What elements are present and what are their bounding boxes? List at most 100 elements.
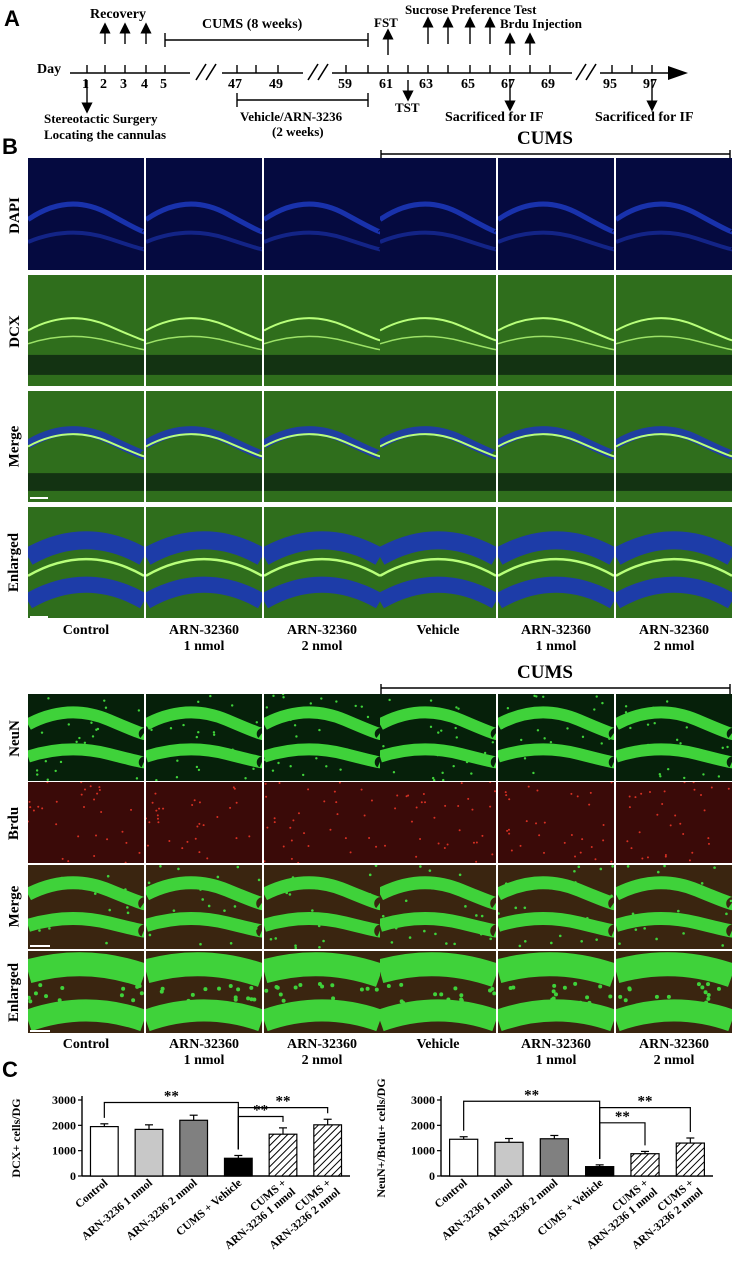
y-axis-label: DCX+ cells/DG xyxy=(9,1098,23,1177)
micrograph-enl1-group-2 xyxy=(146,507,262,618)
significance-marker: ** xyxy=(253,1102,268,1118)
group-label-line1: ARN-32360 xyxy=(639,623,709,638)
group-label-line1: Control xyxy=(62,623,110,638)
micrograph-enl1-group-5 xyxy=(498,507,614,618)
row-label-merge: Merge xyxy=(6,425,23,467)
recovery-arrows xyxy=(99,22,152,44)
group-label-5: ARN-32360 1 nmol xyxy=(497,1037,615,1069)
group-label-line2: 1 nmol xyxy=(183,1053,225,1068)
micrograph-neun-group-5 xyxy=(498,694,614,781)
test-arrows-up xyxy=(382,16,536,55)
test-arrows-down xyxy=(81,80,658,114)
scale-bar xyxy=(30,945,50,947)
tick-label-day-5: 5 xyxy=(160,77,167,92)
timeline-diagram xyxy=(70,16,688,114)
micrograph-merge2-group-1 xyxy=(28,865,144,949)
significance-marker: ** xyxy=(276,1094,291,1110)
significance-marker: ** xyxy=(524,1087,539,1103)
micrograph-brdu-group-5 xyxy=(498,782,614,863)
sacrificed-label-2: Sacrificed for IF xyxy=(595,110,694,125)
micrograph-merge2-group-6 xyxy=(616,865,732,949)
bar-chart-neun-brdu: 0 1000 2000 3000 NeuN+/Brdu+ cells/DG Control… xyxy=(374,1078,713,1252)
vehicle-bracket xyxy=(236,93,369,107)
micrograph-enl1-group-4 xyxy=(380,507,496,618)
micrograph-enl2-group-3 xyxy=(264,951,380,1033)
surgery-label: Stereotactic Surgery xyxy=(44,111,158,126)
x-tick-label: Control xyxy=(73,1177,110,1211)
tick-label-day-95: 95 xyxy=(603,77,617,92)
micrograph-merge1-group-5 xyxy=(498,391,614,502)
y-tick-label: 0 xyxy=(70,1169,76,1183)
micrograph-neun-group-4 xyxy=(380,694,496,781)
y-tick-label: 1000 xyxy=(411,1144,435,1158)
group-label-4: Vehicle xyxy=(379,1037,497,1053)
significance-bracket xyxy=(237,1115,284,1150)
bar xyxy=(268,1133,298,1177)
y-tick-label: 0 xyxy=(429,1169,435,1183)
group-label-4: Vehicle xyxy=(379,623,497,639)
micrograph-neun-group-6 xyxy=(616,694,732,781)
cums-header-bracket-mid xyxy=(380,684,731,694)
micrograph-dcx-group-1 xyxy=(28,275,144,386)
significance-marker: ** xyxy=(615,1109,630,1125)
group-label-3: ARN-32360 2 nmol xyxy=(263,623,381,655)
tick-label-day-97: 97 xyxy=(643,77,657,92)
micrograph-neun-group-1 xyxy=(28,694,144,781)
y-tick-label: 1000 xyxy=(52,1144,76,1158)
tick-label-day-1: 1 xyxy=(82,77,89,92)
two-weeks-label: (2 weeks) xyxy=(272,124,324,139)
significance-bracket xyxy=(599,1122,646,1159)
micrograph-enl2-group-5 xyxy=(498,951,614,1033)
significance-marker: ** xyxy=(164,1089,179,1105)
micrograph-brdu-group-2 xyxy=(146,782,262,863)
micrograph-merge1-group-4 xyxy=(380,391,496,502)
tick-label-day-47: 47 xyxy=(228,77,242,92)
y-tick-label: 2000 xyxy=(411,1118,435,1132)
row-label-neun: NeuN xyxy=(6,719,23,757)
micrograph-merge1-group-2 xyxy=(146,391,262,502)
micrograph-dcx-group-2 xyxy=(146,275,262,386)
group-label-6: ARN-32360 2 nmol xyxy=(615,623,733,655)
micrograph-dcx-group-5 xyxy=(498,275,614,386)
group-label-5: ARN-32360 1 nmol xyxy=(497,623,615,655)
micrograph-enl1-group-3 xyxy=(264,507,380,618)
group-label-line2: 1 nmol xyxy=(535,639,577,654)
panel-label-a: A xyxy=(4,6,20,31)
tick-label-day-59: 59 xyxy=(338,77,352,92)
brdu-injection-label: Brdu Injection xyxy=(500,16,582,31)
group-label-line2: 2 nmol xyxy=(301,639,343,654)
tick-label-day-69: 69 xyxy=(541,77,555,92)
group-label-line2: 1 nmol xyxy=(535,1053,577,1068)
tick-label-day-67: 67 xyxy=(501,77,515,92)
row-label-dapi: DAPI xyxy=(6,196,23,234)
group-label-line2: 2 nmol xyxy=(653,1053,695,1068)
sacrificed-label-1: Sacrificed for IF xyxy=(445,110,544,125)
micrograph-brdu-group-3 xyxy=(264,782,380,863)
bar xyxy=(89,1125,119,1177)
scale-bar xyxy=(30,497,48,499)
tick-label-day-49: 49 xyxy=(269,77,283,92)
y-tick-label: 3000 xyxy=(411,1093,435,1107)
bar xyxy=(585,1166,615,1177)
sucrose-preference-label: Sucrose Preference Test xyxy=(405,2,537,17)
group-label-6: ARN-32360 2 nmol xyxy=(615,1037,733,1069)
bar xyxy=(675,1142,705,1177)
micrograph-dapi-group-2 xyxy=(146,158,262,270)
micrograph-dcx-group-6 xyxy=(616,275,732,386)
micrograph-enl2-group-2 xyxy=(146,951,262,1033)
cums-duration-label: CUMS (8 weeks) xyxy=(202,17,303,32)
group-label-line1: ARN-32360 xyxy=(521,1037,591,1052)
group-label-line1: ARN-32360 xyxy=(169,1037,239,1052)
day-ticks xyxy=(86,65,653,73)
micrograph-brdu-group-6 xyxy=(616,782,732,863)
micrograph-dcx-group-3 xyxy=(264,275,380,386)
cums-bracket xyxy=(164,33,369,47)
vehicle-treatment-label: Vehicle/ARN-3236 xyxy=(240,109,343,124)
row-label-merge-2: Merge xyxy=(6,885,23,927)
cums-header-top: CUMS xyxy=(517,128,573,149)
micrograph-dcx-group-4 xyxy=(380,275,496,386)
day-axis-label: Day xyxy=(37,62,62,77)
micrograph-merge1-group-1 xyxy=(28,391,144,502)
bar xyxy=(223,1157,253,1177)
